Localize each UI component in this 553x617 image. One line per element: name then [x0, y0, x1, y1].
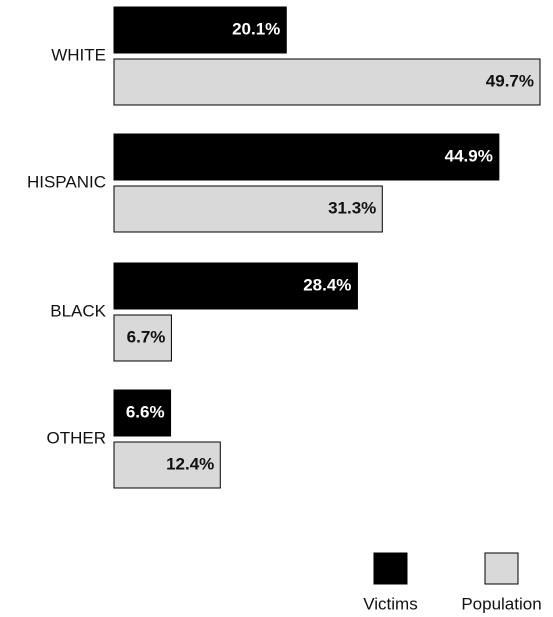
- bar-victims-other: [113, 389, 172, 437]
- legend-label-victims: Victims: [363, 594, 417, 613]
- category-label-other: OTHER: [47, 428, 107, 447]
- bar-victims-hispanic: [113, 133, 500, 181]
- bar-victims-black: [113, 262, 358, 310]
- value-label-victims-white: 20.1%: [232, 19, 280, 38]
- value-label-victims-black: 28.4%: [303, 275, 351, 294]
- category-label-black: BLACK: [50, 301, 106, 320]
- bar-population-white: [113, 58, 541, 106]
- legend-label-population: Population: [461, 594, 541, 613]
- bar-victims-white: [113, 6, 287, 54]
- value-label-population-other: 12.4%: [166, 454, 214, 473]
- bar-population-other: [113, 441, 221, 489]
- legend-swatch-victims: [373, 552, 408, 585]
- category-label-hispanic: HISPANIC: [27, 172, 106, 191]
- value-label-victims-hispanic: 44.9%: [445, 146, 493, 165]
- value-label-population-hispanic: 31.3%: [328, 198, 376, 217]
- value-label-population-black: 6.7%: [127, 327, 166, 346]
- category-label-white: WHITE: [51, 45, 106, 64]
- legend-swatch-population: [484, 552, 519, 585]
- bar-population-hispanic: [113, 185, 383, 233]
- value-label-victims-other: 6.6%: [126, 402, 165, 421]
- bar-population-black: [113, 314, 172, 362]
- value-label-population-white: 49.7%: [486, 71, 534, 90]
